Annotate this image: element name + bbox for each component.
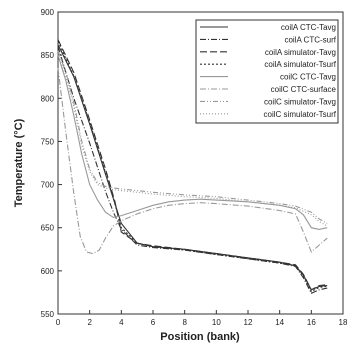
y-tick-label: 550 xyxy=(41,310,55,319)
legend-entry: coilC CTC-surface xyxy=(271,85,337,94)
x-tick-label: 6 xyxy=(151,318,156,327)
x-tick-label: 4 xyxy=(119,318,124,327)
x-axis-label: Position (bank) xyxy=(160,331,240,343)
series-line-2 xyxy=(57,46,328,295)
x-tick-label: 0 xyxy=(56,318,61,327)
y-tick-label: 700 xyxy=(41,181,55,190)
series-line-6 xyxy=(57,68,328,255)
y-tick-label: 850 xyxy=(41,51,55,60)
y-tick-label: 900 xyxy=(41,8,55,17)
series-lines xyxy=(57,39,328,295)
legend-box xyxy=(195,19,339,124)
y-tick-label: 800 xyxy=(41,94,55,103)
legend-entry: coilA simulator-Tsurf xyxy=(264,60,336,69)
plot-frame xyxy=(57,11,344,315)
axis-ticks: 0 2 4 6 8 10 12 14 16 18 550 600 650 700 750 800 850 900 xyxy=(41,8,348,327)
y-tick-label: 750 xyxy=(41,137,55,146)
y-tick-label: 600 xyxy=(41,267,55,276)
x-tick-label: 14 xyxy=(275,318,284,327)
series-line-5 xyxy=(57,54,328,230)
x-tick-label: 12 xyxy=(244,318,253,327)
x-tick-label: 2 xyxy=(87,318,92,327)
legend-entry: coilC simulator-Tsurf xyxy=(264,110,337,119)
legend-entry: coilA simulator-Tavg xyxy=(265,48,336,57)
legend-entry: coilA CTC-surf xyxy=(284,35,336,44)
legend-entry: coilC simulator-Tavg xyxy=(264,97,336,106)
y-axis-label: Temperature (°C) xyxy=(13,118,25,207)
y-tick-label: 650 xyxy=(41,224,55,233)
x-tick-label: 10 xyxy=(212,318,221,327)
series-line-3 xyxy=(57,39,328,291)
legend-entry: coilA CTC-Tavg xyxy=(281,23,336,32)
series-line-7 xyxy=(57,50,328,224)
legend: coilA CTC-Tavg coilA CTC-surf coilA simula… xyxy=(195,19,339,124)
x-tick-label: 18 xyxy=(339,318,348,327)
x-tick-label: 8 xyxy=(182,318,187,327)
legend-entry: coilC CTC-Tavg xyxy=(280,73,336,82)
x-tick-label: 16 xyxy=(307,318,316,327)
